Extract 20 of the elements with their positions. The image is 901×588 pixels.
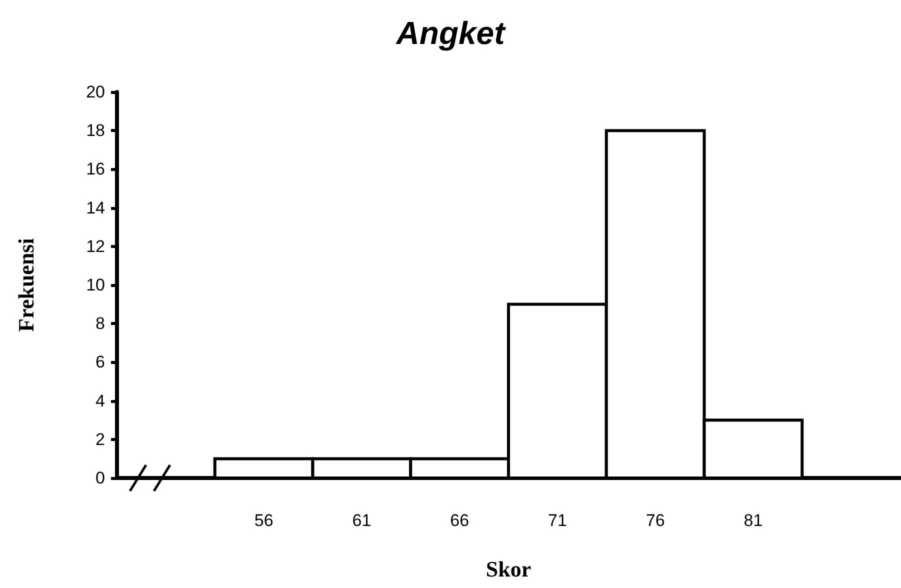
y-tick-label: 20 (86, 82, 105, 102)
y-tick-label: 14 (86, 198, 105, 218)
x-tick-label: 61 (352, 511, 372, 530)
y-tick-label: 12 (86, 236, 105, 256)
y-tick-label: 10 (86, 276, 105, 294)
y-tick-label: 18 (86, 121, 105, 140)
y-tick-label: 8 (96, 314, 105, 334)
y-tick-label: 2 (96, 430, 105, 449)
y-tick-label: 4 (96, 391, 105, 410)
x-tick-label: 66 (450, 511, 470, 530)
chart-title: Angket (395, 15, 506, 51)
x-axis-title: Skor (486, 556, 532, 582)
y-tick-label: 16 (86, 160, 105, 179)
y-tick-label: 0 (96, 468, 105, 488)
x-tick-label: 56 (254, 511, 274, 530)
y-tick-label: 6 (96, 352, 105, 372)
x-tick-label: 76 (646, 511, 665, 530)
y-axis-title: Frekuensi (14, 238, 38, 332)
x-tick-label: 81 (744, 511, 763, 530)
x-tick-label: 71 (548, 511, 567, 530)
